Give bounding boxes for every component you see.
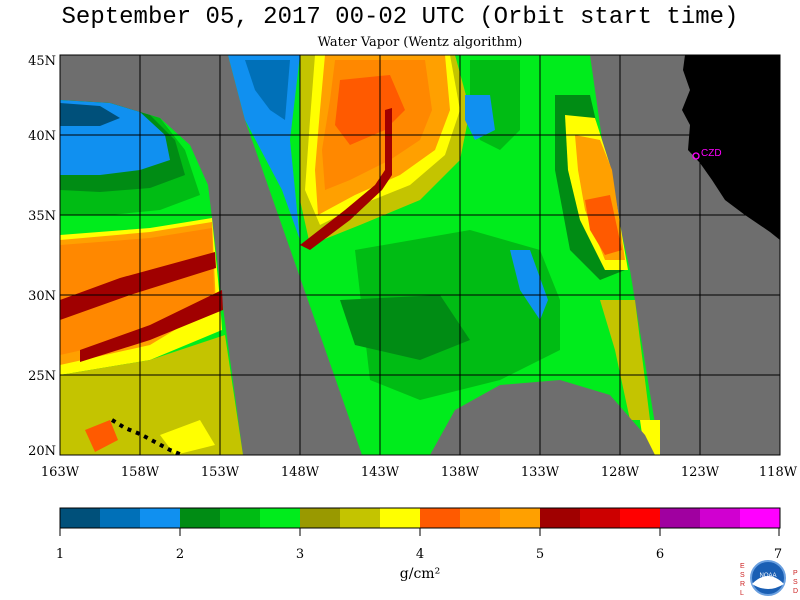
colorbar-tick-label: 3 xyxy=(296,547,304,562)
colorbar-tick-label: 7 xyxy=(774,547,782,562)
colorbar-swatch xyxy=(620,508,661,528)
colorbar-swatch xyxy=(540,508,581,528)
colorbar-swatch xyxy=(580,508,621,528)
lon-label: 148W xyxy=(281,465,320,480)
colorbar-swatch xyxy=(380,508,421,528)
colorbar-swatch xyxy=(180,508,221,528)
grid-lines xyxy=(60,55,780,455)
colorbar-tick-label: 6 xyxy=(656,547,664,562)
east-swath xyxy=(228,55,660,455)
lon-label: 133W xyxy=(521,465,560,480)
lat-label: 30N xyxy=(28,289,56,304)
colorbar-tick-labels: 1 2 3 4 5 6 7 xyxy=(56,547,782,562)
colorbar-swatch xyxy=(700,508,741,528)
lat-label: 45N xyxy=(28,54,56,69)
lon-label: 123W xyxy=(681,465,720,480)
colorbar-ticks xyxy=(59,528,780,536)
lon-label: 143W xyxy=(361,465,400,480)
colorbar-unit-label: g/cm² xyxy=(399,566,441,582)
colorbar-swatch xyxy=(260,508,301,528)
colorbar-tick-label: 4 xyxy=(416,547,424,562)
colorbar-tick-label: 1 xyxy=(56,547,64,562)
colorbar-tick-label: 5 xyxy=(536,547,544,562)
lon-label: 163W xyxy=(41,465,80,480)
lon-label: 158W xyxy=(121,465,160,480)
colorbar-swatch xyxy=(300,508,341,528)
colorbar-tick-label: 2 xyxy=(176,547,184,562)
longitude-labels: 163W 158W 153W 148W 143W 138W 133W 128W … xyxy=(41,465,798,480)
colorbar-swatch xyxy=(460,508,501,528)
station-label: CZD xyxy=(701,148,722,159)
lon-label: 118W xyxy=(759,465,798,480)
colorbar-swatch xyxy=(340,508,381,528)
lat-label: 40N xyxy=(28,129,56,144)
map-title: September 05, 2017 00-02 UTC (Orbit star… xyxy=(61,4,739,31)
lon-label: 138W xyxy=(441,465,480,480)
latitude-labels: 45N 40N 35N 30N 25N 20N xyxy=(28,54,56,459)
west-swath xyxy=(60,100,243,455)
colorbar-swatch xyxy=(60,508,101,528)
land-california xyxy=(682,55,780,240)
colorbar xyxy=(60,508,781,528)
lat-label: 25N xyxy=(28,369,56,384)
noaa-bird-icon xyxy=(752,576,784,589)
colorbar-swatch xyxy=(660,508,701,528)
map-subtitle: Water Vapor (Wentz algorithm) xyxy=(317,35,523,50)
lat-label: 20N xyxy=(28,444,56,459)
lat-label: 35N xyxy=(28,209,56,224)
colorbar-swatch xyxy=(100,508,141,528)
lon-label: 153W xyxy=(201,465,240,480)
colorbar-swatch xyxy=(140,508,181,528)
lon-label: 128W xyxy=(601,465,640,480)
colorbar-swatch xyxy=(220,508,261,528)
colorbar-swatch xyxy=(740,508,781,528)
station-marker-icon xyxy=(692,152,700,160)
map-panel xyxy=(60,55,780,455)
noaa-logo-text: NOAA xyxy=(759,573,776,579)
colorbar-swatch xyxy=(500,508,541,528)
map-frame xyxy=(59,54,781,456)
no-data-gap xyxy=(430,380,655,455)
colorbar-swatch xyxy=(420,508,461,528)
